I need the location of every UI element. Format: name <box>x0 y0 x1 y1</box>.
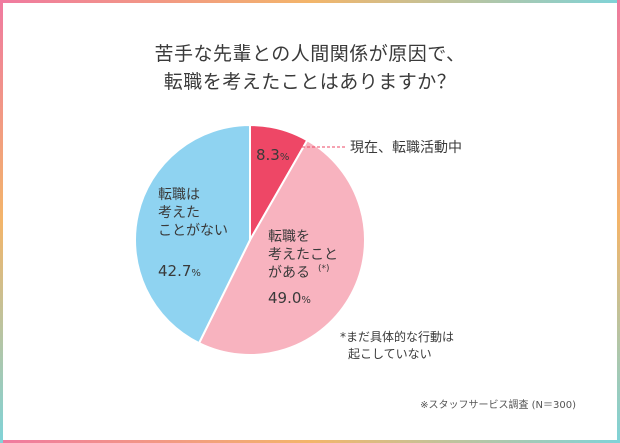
slice-2-value-unit: % <box>301 295 311 306</box>
slice-2-value: 49.0% <box>268 289 311 307</box>
chart-title: 苦手な先輩との人間関係が原因で、 転職を考えたことはありますか？ <box>0 40 620 96</box>
slice-1-value-unit: % <box>280 152 290 163</box>
footnote-line-1: *まだ具体的な行動は <box>340 330 455 344</box>
slice-1-value: 8.3% <box>256 146 289 164</box>
slice-2-asterisk-mark: (*) <box>318 264 330 274</box>
frame-border-right <box>617 0 620 443</box>
slice-3-label-line-1: 転職は <box>158 187 200 203</box>
slice-1-value-number: 8.3 <box>256 146 280 164</box>
pie-slice-3 <box>134 123 251 345</box>
slice-1-label: 現在、転職活動中 <box>350 140 462 156</box>
pie-slice-2 <box>197 138 366 356</box>
footnote: *まだ具体的な行動は 起こしていない <box>340 329 454 363</box>
slice-3-label-line-2: 考えた <box>158 205 200 221</box>
chart-title-line-1: 苦手な先輩との人間関係が原因で、 <box>154 43 466 65</box>
slice-2-value-number: 49.0 <box>268 289 301 307</box>
frame-border-left <box>0 0 3 443</box>
slice-2-label-line-3: がある <box>268 265 310 281</box>
slice-3-value-number: 42.7 <box>158 262 191 280</box>
slice-3-value-unit: % <box>191 268 201 279</box>
slice-3-label-line-3: ことがない <box>158 223 228 239</box>
frame-border-bottom <box>0 440 620 443</box>
footnote-line-2: 起こしていない <box>348 347 432 361</box>
source-note: ※スタッフサービス調査 (N＝300) <box>420 400 576 411</box>
slice-2-label-line-2: 考えたこと <box>268 247 338 263</box>
frame-border-top <box>0 0 620 3</box>
slice-3-value: 42.7% <box>158 262 201 280</box>
chart-title-line-2: 転職を考えたことはありますか？ <box>163 71 457 93</box>
slice-2-label-line-1: 転職を <box>268 229 310 245</box>
